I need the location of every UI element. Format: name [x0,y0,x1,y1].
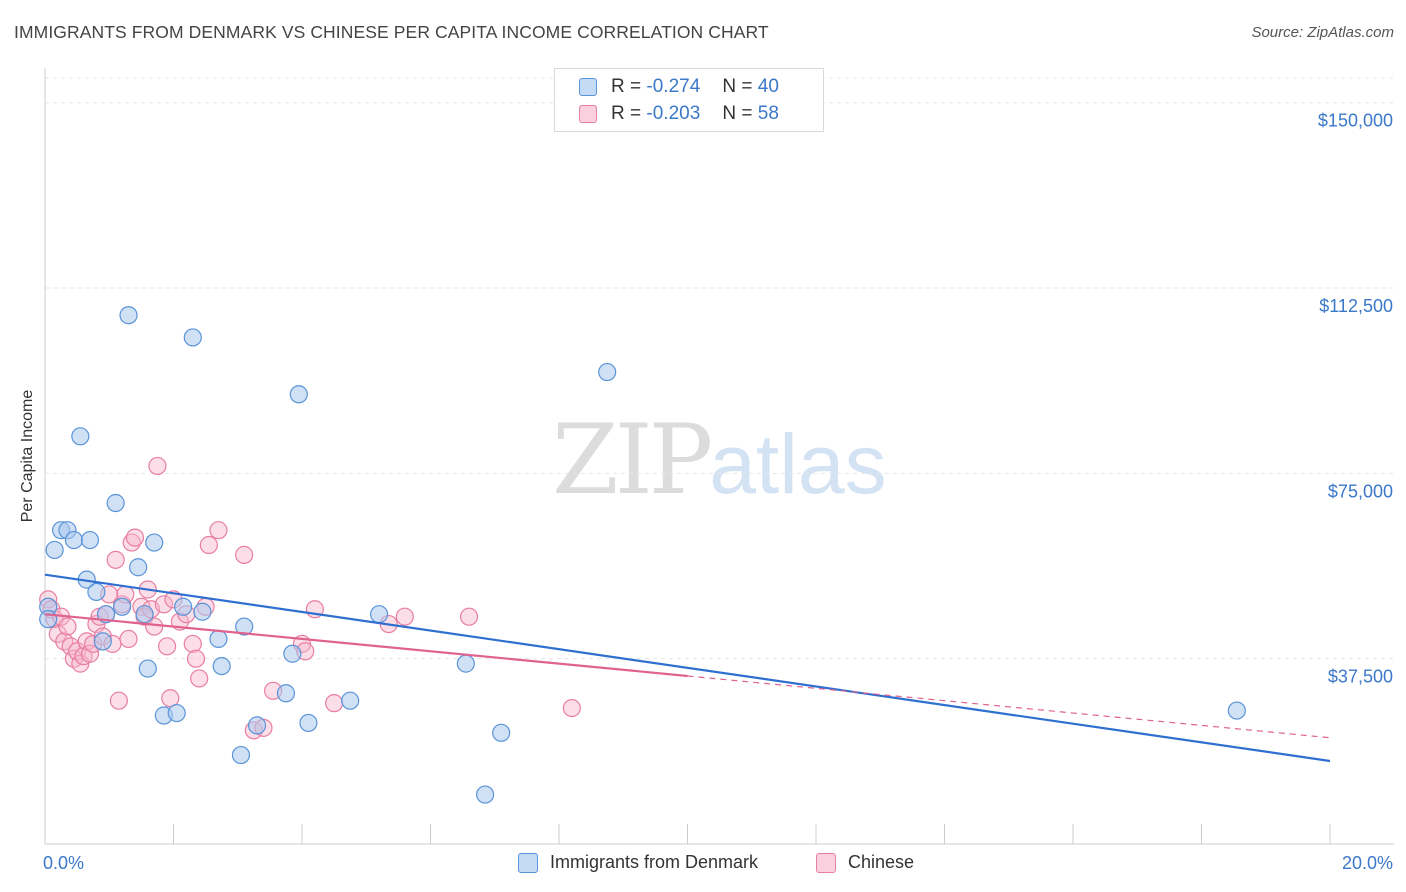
data-point-denmark [598,362,617,382]
trend-lines [44,573,1331,763]
data-point-denmark [276,684,296,703]
data-point-denmark [80,530,100,550]
y-tick-label: $150,000 [1318,111,1393,131]
data-point-denmark [64,530,84,550]
data-point-denmark [247,716,267,735]
data-point-denmark [1227,701,1246,720]
data-point-denmark [167,703,186,723]
data-point-chinese [235,545,254,564]
legend-r-value: -0.274 [646,76,701,97]
data-point-chinese [562,698,581,718]
data-point-chinese [459,607,479,626]
legend-r-value: -0.203 [646,103,701,124]
data-point-denmark [96,605,116,624]
data-point-denmark [476,785,495,804]
chart-title: IMMIGRANTS FROM DENMARK VS CHINESE PER C… [14,22,769,42]
data-point-denmark [87,582,106,602]
data-point-chinese [199,535,218,555]
data-point-chinese [122,533,141,552]
legend-swatch-chinese [816,852,836,873]
legend-item-denmark[interactable]: Immigrants from Denmark [518,852,758,873]
correlation-legend: R = -0.274 N = 40 R = -0.203 N = 58 [554,68,824,132]
data-point-denmark [283,644,302,663]
data-point-denmark [39,610,58,629]
series-denmark-points [39,306,1246,804]
data-point-chinese [58,617,77,636]
x-tick-labels: 0.0% 20.0% [43,853,1393,873]
legend-n-label: N = [722,76,753,97]
axes [44,68,1394,845]
data-point-denmark [138,659,157,678]
data-point-denmark [183,328,202,347]
legend-n-value: 58 [757,103,779,124]
data-point-denmark [299,713,318,733]
data-point-chinese [183,634,202,653]
data-point-denmark [135,605,154,624]
data-point-denmark [370,605,389,624]
data-point-denmark [174,597,193,616]
trend-line-chinese [44,613,688,678]
data-point-chinese [154,595,173,614]
legend-r-label: R = [611,103,642,124]
y-tick-label: $112,500 [1319,296,1393,316]
data-point-denmark [212,656,231,676]
series-legend: Immigrants from Denmark Chinese [0,852,1406,878]
data-point-denmark [235,617,254,636]
data-point-denmark [289,385,308,404]
grid-lines [45,77,1394,660]
legend-item-chinese[interactable]: Chinese [816,852,914,873]
data-point-chinese [125,528,145,547]
y-tick-label: $37,500 [1328,667,1393,687]
data-point-chinese [148,456,167,476]
trend-line-denmark [44,573,1331,763]
data-point-chinese [209,521,228,540]
data-point-chinese [109,691,128,710]
data-point-chinese [157,637,177,656]
data-point-chinese [80,644,100,663]
data-point-denmark [456,654,475,673]
legend-row-chinese: R = -0.203 N = 58 [579,102,779,126]
legend-swatch-denmark [518,852,538,873]
legend-swatch-denmark [579,78,597,96]
legend-n-label: N = [722,103,753,124]
y-tick-labels: $37,500 $75,000 $112,500 $150,000 [1318,111,1393,687]
legend-label-denmark: Immigrants from Denmark [550,852,759,872]
legend-row-denmark: R = -0.274 N = 40 [579,75,779,99]
data-point-denmark [71,427,90,446]
data-point-denmark [492,723,511,742]
data-point-chinese [48,624,67,644]
data-point-chinese [395,607,414,626]
legend-swatch-chinese [579,105,597,123]
data-point-denmark [193,602,212,621]
x-tick-label: 0.0% [43,853,84,873]
data-point-chinese [190,669,209,688]
data-point-denmark [341,691,360,710]
legend-r-label: R = [611,76,642,97]
data-point-denmark [45,540,64,560]
data-point-denmark [106,493,125,513]
source-label: Source: ZipAtlas.com [1251,24,1394,41]
legend-label-chinese: Chinese [848,852,915,872]
y-tick-label: $75,000 [1328,481,1393,501]
trend-line-chinese-extrapolated [687,675,1331,739]
data-point-chinese [119,629,138,649]
data-point-denmark [209,629,228,649]
data-point-denmark [231,745,251,765]
data-point-chinese [106,550,125,569]
x-tick-label: 20.0% [1342,853,1393,873]
data-point-denmark [119,306,138,325]
data-point-denmark [129,558,148,577]
data-point-denmark [93,632,112,651]
data-point-denmark [145,533,164,552]
data-point-denmark [112,597,132,616]
data-point-chinese [186,649,206,668]
data-point-chinese [325,694,344,713]
legend-n-value: 40 [757,76,779,97]
